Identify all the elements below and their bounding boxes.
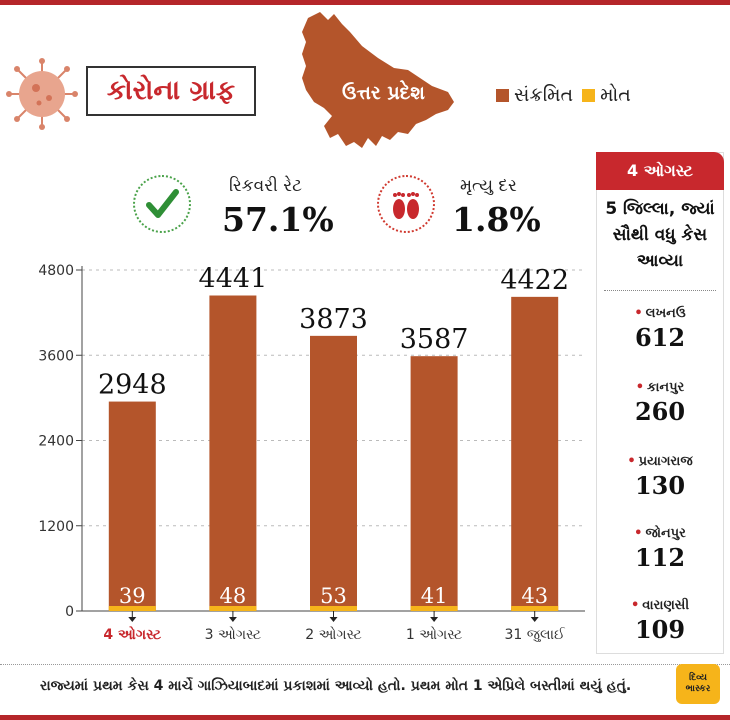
bar-infected [410, 356, 458, 611]
x-tick-arrow [128, 617, 137, 622]
data-label-deaths: 39 [119, 584, 146, 608]
city-item: • જોનપુર 112 [596, 526, 724, 572]
bar-chart: 0 1200 2400 3600 4800 2948 39 4 ઓગસ્ટ 4441 48 3 ઓગ… [38, 263, 585, 643]
data-label-deaths: 53 [320, 584, 347, 608]
bar-infected [310, 335, 357, 611]
data-label-infected: 4422 [500, 265, 569, 296]
bar-infected [209, 295, 257, 611]
y-tick-label: 4800 [38, 263, 74, 279]
data-label-infected: 2948 [98, 370, 167, 401]
recovery-rate-label: રિકવરી રેટ [229, 176, 302, 196]
x-tick-arrow [530, 617, 539, 622]
coronavirus-icon [6, 58, 78, 130]
legend-label-infected: સંક્રમિત [514, 84, 574, 106]
city-value: 109 [634, 615, 686, 644]
x-tick-arrow [329, 617, 338, 622]
bar-infected [108, 401, 156, 611]
x-tick-label: 31 જુલાઈ [505, 627, 567, 643]
city-value: 260 [634, 397, 686, 426]
y-tick-label: 2400 [38, 434, 74, 450]
data-label-deaths: 41 [421, 584, 448, 608]
logo-line-2: ભાસ્કર [685, 684, 711, 694]
top-districts-panel [596, 152, 724, 654]
x-tick-arrow [228, 617, 237, 622]
x-tick-label: 3 ઓગસ્ટ [205, 626, 261, 643]
legend-item-deaths: મોત [582, 84, 631, 106]
city-item: • લખનઉ 612 [596, 306, 724, 352]
footer-note: રાજ્યમાં પ્રથમ કેસ 4 માર્ચે ગાઝિયાબાદમાં… [40, 678, 632, 694]
city-name: • પ્રયાગરાજ [627, 454, 693, 469]
bar-deaths [310, 606, 357, 611]
footer-divider [0, 664, 730, 665]
x-tick-label: 1 ઓગસ્ટ [406, 626, 462, 643]
y-tick-label: 1200 [38, 519, 74, 535]
top-accent-bar [0, 0, 730, 5]
data-label-deaths: 48 [220, 584, 247, 608]
data-label-infected: 3873 [299, 304, 368, 335]
y-tick-label: 3600 [38, 348, 74, 364]
bar-deaths [410, 606, 458, 611]
y-tick-label: 0 [65, 604, 74, 620]
legend-item-infected: સંક્રમિત [496, 84, 573, 106]
bar-deaths [511, 606, 559, 611]
data-label-infected: 4441 [199, 264, 268, 295]
state-label: ઉત્તર પ્રદેશ [342, 82, 425, 104]
legend-label-deaths: મોત [600, 84, 631, 106]
sidebar-date: 4 ઓગસ્ટ [596, 152, 724, 190]
city-value: 112 [634, 543, 686, 572]
bar-infected [511, 296, 559, 611]
uttar-pradesh-map [302, 12, 454, 148]
sidebar-divider [604, 290, 716, 291]
recovery-rate-value: 57.1% [222, 200, 334, 239]
city-item: • પ્રયાગરાજ 130 [596, 454, 724, 500]
data-label-infected: 3587 [400, 324, 469, 355]
city-name: • કાનપુર [635, 380, 685, 395]
footprints-icon [377, 175, 435, 233]
chart-title: કોરોના ગ્રાફ [86, 66, 256, 116]
city-name: • લખનઉ [634, 306, 686, 321]
legend: સંક્રમિત મોત [496, 84, 640, 106]
city-item: • કાનપુર 260 [596, 380, 724, 426]
x-tick-label: 4 ઓગસ્ટ [103, 625, 162, 643]
bar-deaths [209, 606, 257, 611]
x-tick-label: 2 ઓગસ્ટ [305, 626, 361, 643]
city-item: • વારાણસી 109 [596, 598, 724, 644]
sidebar-subtitle-line-3: આવ્યા [636, 251, 684, 271]
legend-swatch-infected [496, 88, 509, 102]
logo-line-1: દિવ્ય [689, 673, 707, 683]
sidebar-subtitle-line-2: સૌથી વધુ કેસ [612, 225, 708, 245]
city-value: 130 [634, 471, 686, 500]
legend-swatch-deaths [582, 88, 596, 102]
city-name: • વારાણસી [630, 598, 690, 613]
city-name: • જોનપુર [634, 526, 686, 541]
checkmark-icon [133, 175, 191, 233]
death-rate-value: 1.8% [452, 200, 541, 239]
sidebar-subtitle-line-1: 5 જિલ્લા, જ્યાં [605, 199, 715, 219]
publisher-logo: દિવ્ય ભાસ્કર [676, 664, 720, 704]
death-rate-label: મૃત્યુ દર [460, 176, 517, 196]
city-value: 612 [634, 323, 686, 352]
data-label-deaths: 43 [521, 584, 548, 608]
bottom-accent-bar [0, 715, 730, 720]
bar-deaths [108, 606, 156, 611]
x-tick-arrow [430, 617, 439, 622]
sidebar-subtitle: 5 જિલ્લા, જ્યાં સૌથી વધુ કેસ આવ્યા [596, 196, 724, 274]
